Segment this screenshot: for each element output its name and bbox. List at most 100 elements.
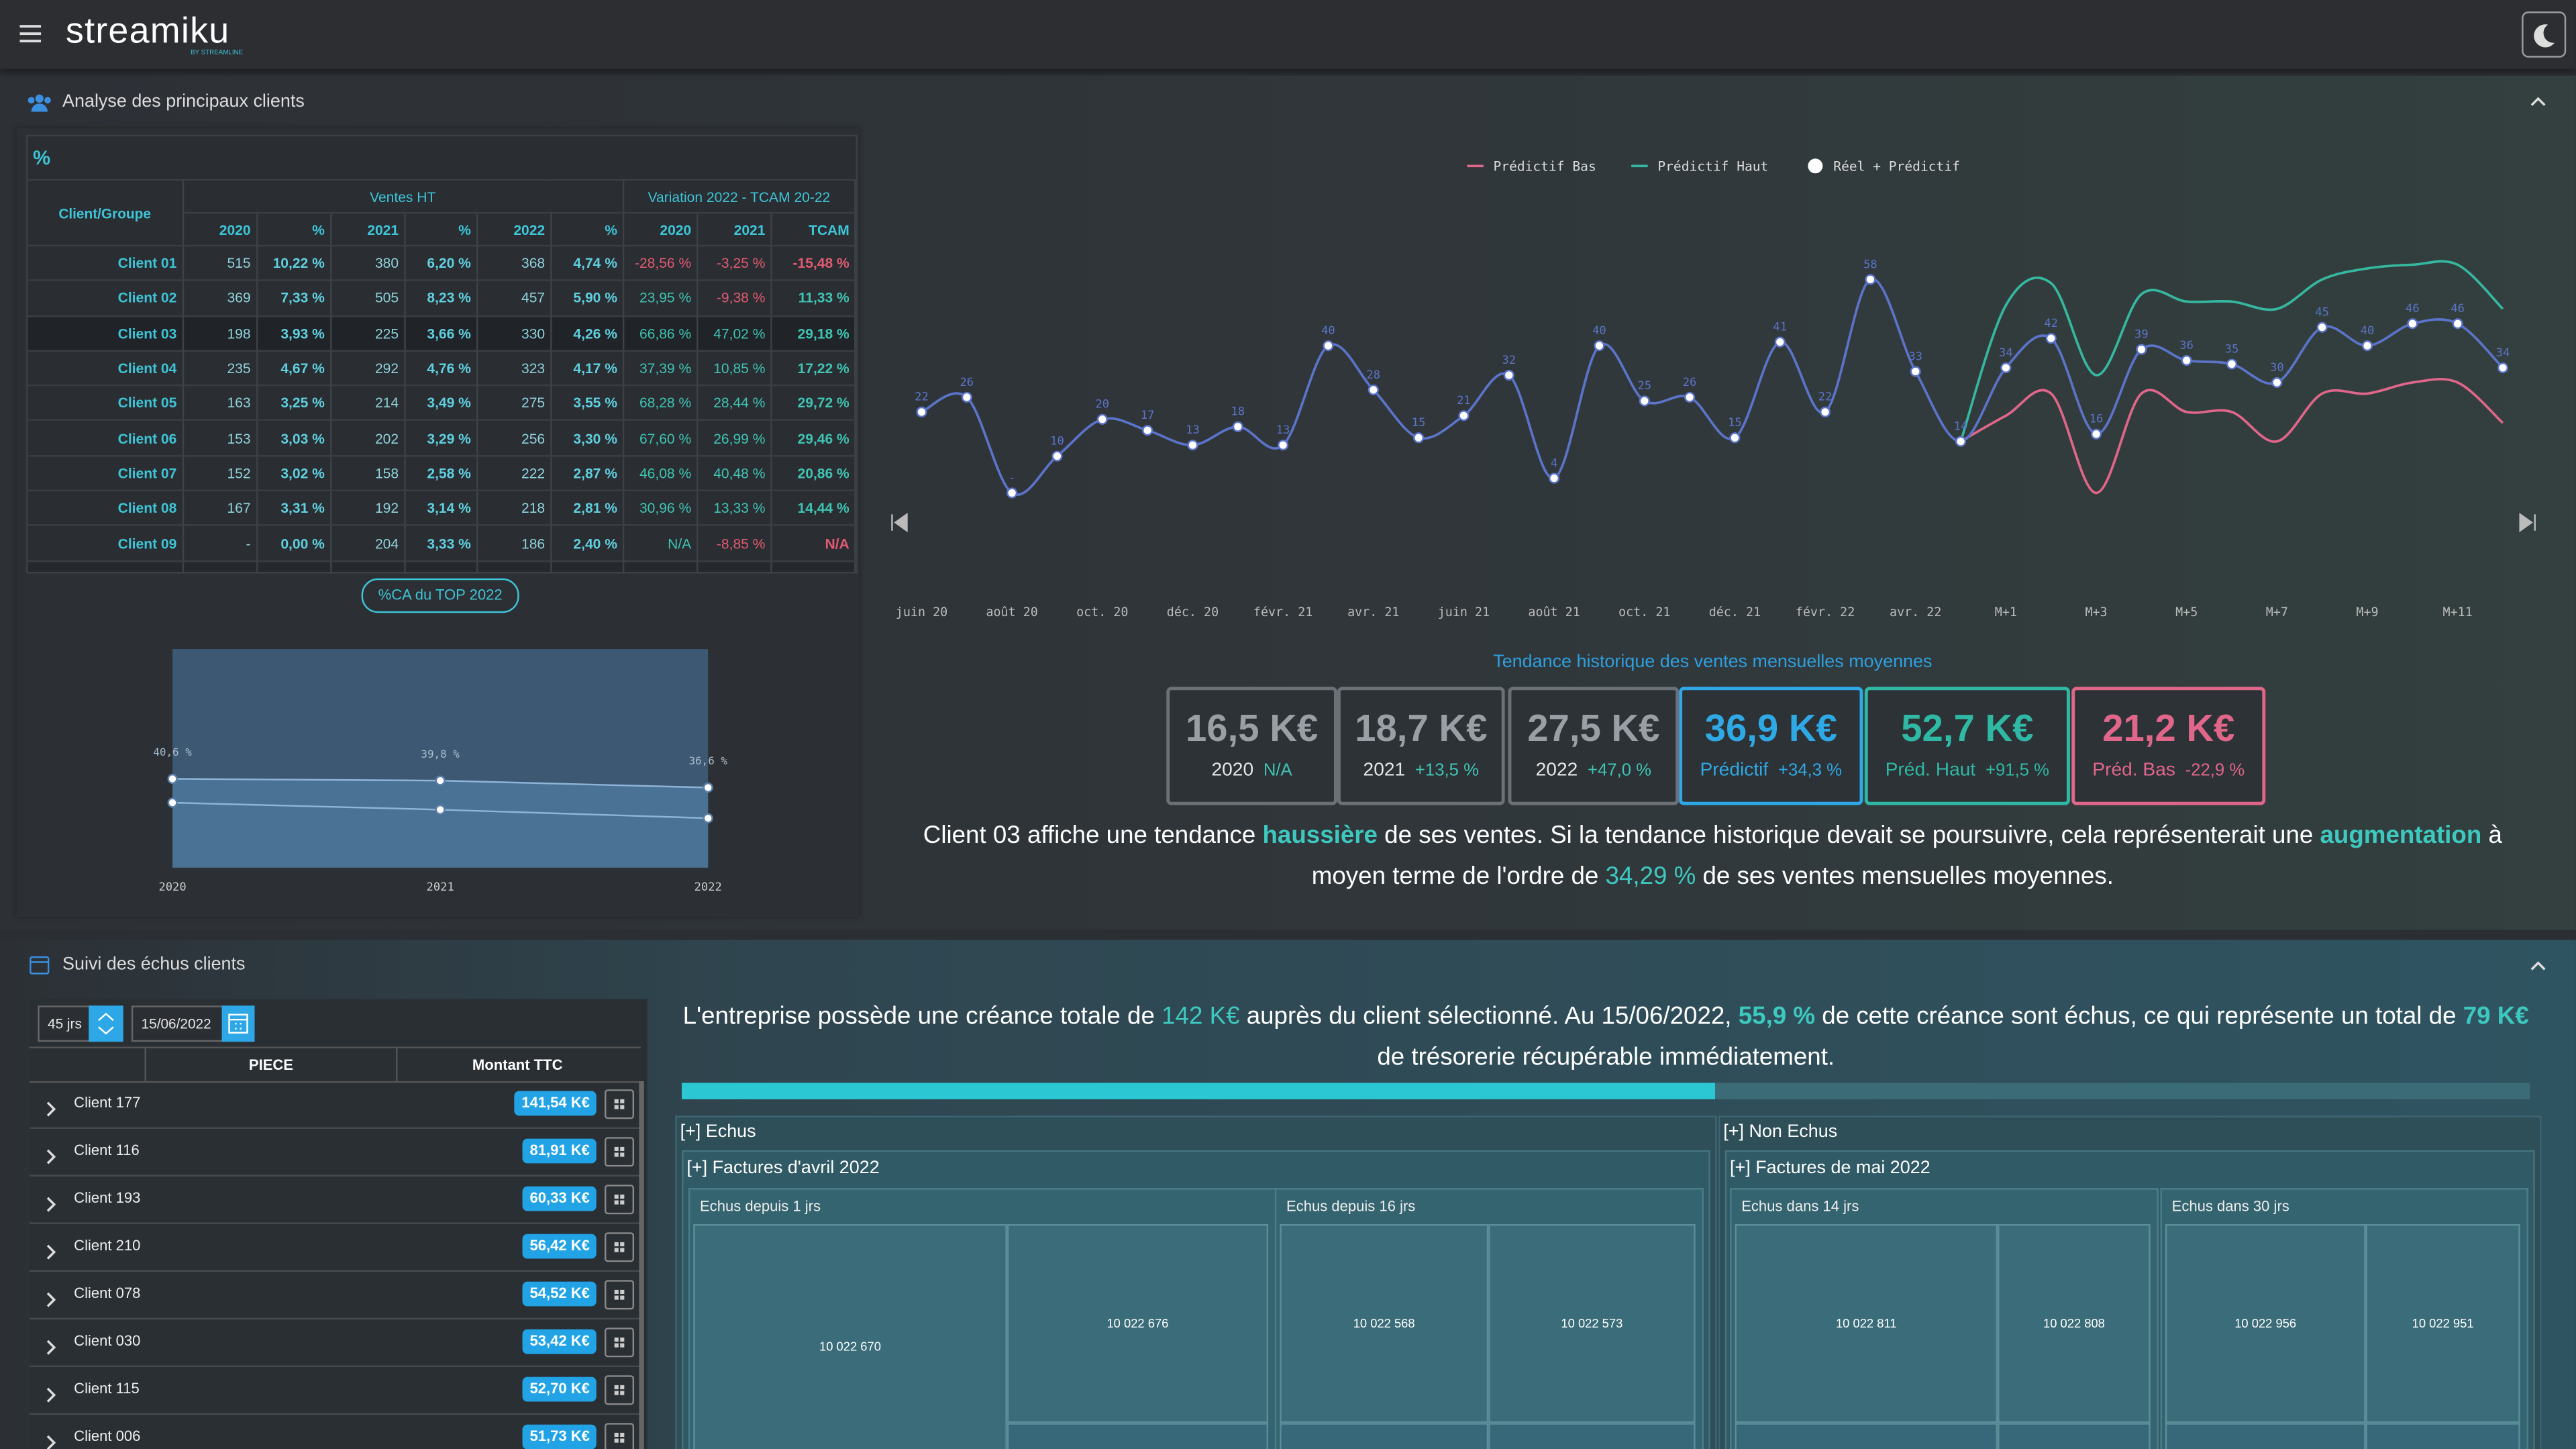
expand-icon[interactable] — [43, 1096, 59, 1117]
list-row[interactable]: Client 078 54,52 K€ — [30, 1272, 641, 1319]
top-bar: streamiku BY STREAMLINE — [0, 0, 2576, 69]
cell-label: 10 022 951 — [2412, 1315, 2474, 1330]
list-row[interactable]: Client 210 56,42 K€ — [30, 1224, 641, 1272]
summary-text: de trésorerie récupérable immédiatement. — [1377, 1043, 1835, 1072]
logo: streamiku — [65, 9, 230, 51]
treemap-cell[interactable] — [2365, 1223, 2520, 1423]
list-row[interactable]: Client 115 52,70 K€ — [30, 1367, 641, 1415]
list-row[interactable]: Client 193 60,33 K€ — [30, 1177, 641, 1224]
kpi-value: 52,7 K€ — [1901, 706, 2034, 750]
subgroup-title[interactable]: [+] Factures de mai 2022 — [1730, 1158, 1930, 1179]
kpi-label: Préd. Bas — [2092, 760, 2175, 781]
collapse-button[interactable] — [2530, 960, 2546, 971]
detail-button[interactable] — [604, 1375, 635, 1405]
subgroup-title[interactable]: [+] Factures d'avril 2022 — [686, 1158, 880, 1179]
kpi-value: 21,2 K€ — [2102, 706, 2235, 750]
treemap-cell[interactable] — [1488, 1223, 1696, 1423]
table-row[interactable]: Client 03 198 3,93 % 225 3,66 % 330 4,26 % 66,8… — [28, 315, 856, 352]
treemap-cell[interactable] — [1998, 1223, 2151, 1423]
cell: 7,33 % — [256, 281, 331, 317]
cell: 0,00 % — [256, 526, 331, 562]
list-row[interactable]: Client 006 51,73 K€ — [30, 1415, 641, 1449]
expand-icon[interactable] — [43, 1144, 59, 1164]
table-row[interactable]: Client 09-0,00 % 204 3,33 % 186 2,40 % N/A -8,… — [28, 526, 856, 562]
cell: 4,26 % — [550, 315, 624, 352]
table-row[interactable]: Client 08 167 3,31 % 192 3,14 % 218 2,81 % 30,9… — [28, 491, 856, 527]
cell: 67,60 % — [623, 420, 698, 457]
treemap-cell[interactable] — [1280, 1223, 1489, 1423]
column-header: 2020 — [182, 213, 258, 247]
table-row[interactable]: Client 05 163 3,25 % 214 3,49 % 275 3,55 % 68,2… — [28, 385, 856, 421]
collapse-button[interactable] — [2530, 95, 2546, 107]
table-row[interactable]: Client 07 152 3,02 % 158 2,58 % 222 2,87 % 46,0… — [28, 455, 856, 492]
cell: 8,23 % — [404, 281, 478, 317]
cell: 186 — [476, 526, 552, 562]
cell: N/A — [623, 526, 698, 562]
days-input[interactable]: 45 jrs — [38, 1005, 99, 1042]
cell: 380 — [330, 246, 405, 282]
table-row[interactable]: Client 04 235 4,67 % 292 4,76 % 323 4,17 % 37,3… — [28, 350, 856, 387]
kpi-footer: 2020 N/A — [1170, 761, 1334, 781]
detail-button[interactable] — [604, 1137, 635, 1167]
treemap-cell[interactable] — [1007, 1223, 1269, 1423]
detail-button[interactable] — [604, 1232, 635, 1262]
expand-icon[interactable] — [43, 1287, 59, 1307]
chevron — [46, 1244, 56, 1260]
treemap-cell — [1998, 1423, 2151, 1449]
client-name: Client 01 — [28, 246, 184, 282]
client-name: Client 177 — [74, 1094, 141, 1111]
group-title[interactable]: [+] Echus — [680, 1122, 756, 1142]
kpi-change: +13,5 % — [1414, 760, 1479, 781]
expand-icon[interactable] — [43, 1334, 59, 1355]
table-row[interactable]: Client 02 369 7,33 % 505 8,23 % 457 5,90 % 23,9… — [28, 281, 856, 317]
treemap-cell[interactable] — [693, 1223, 1007, 1449]
cell: 10,22 % — [256, 246, 331, 282]
days-stepper[interactable] — [89, 1005, 123, 1042]
cell: 218 — [476, 491, 552, 527]
grid-icon — [614, 1099, 625, 1109]
table-row[interactable]: Client 06 153 3,03 % 202 3,29 % 256 3,30 % 67,6… — [28, 420, 856, 457]
cell: 14,44 % — [771, 491, 856, 527]
list-row[interactable]: Client 030 53,42 K€ — [30, 1319, 641, 1367]
client-name: Client 08 — [28, 491, 184, 527]
expand-icon[interactable] — [43, 1382, 59, 1403]
detail-button[interactable] — [604, 1423, 635, 1449]
detail-button[interactable] — [604, 1280, 635, 1310]
chevron — [46, 1340, 56, 1355]
expand-icon[interactable] — [43, 1239, 59, 1260]
kpi-card: 36,9 K€ Prédictif +34,3 % — [1679, 687, 1863, 805]
group-title[interactable]: [+] Non Echus — [1723, 1122, 1838, 1142]
kpi-footer: 2022 +47,0 % — [1511, 761, 1676, 781]
total-cell: 2 439 — [330, 560, 405, 572]
cell: 3,25 % — [256, 385, 331, 421]
list-row[interactable]: Client 116 81,91 K€ — [30, 1129, 641, 1177]
calendar-icon — [228, 1013, 248, 1034]
table-row[interactable]: Client 01 515 10,22 % 380 6,20 % 368 4,74 % -28… — [28, 246, 856, 282]
cell: 163 — [182, 385, 258, 421]
date-input[interactable]: 15/06/2022 — [131, 1005, 225, 1042]
detail-button[interactable] — [604, 1185, 635, 1215]
expand-icon[interactable] — [43, 1191, 59, 1212]
share-button[interactable]: %CA du TOP 2022 — [361, 578, 519, 613]
header-row: Client/Groupe Ventes HT Variation 2022 - T… — [28, 180, 856, 247]
detail-button[interactable] — [604, 1328, 635, 1358]
treemap-cell[interactable] — [1735, 1223, 1998, 1423]
kpi-label: Préd. Haut — [1885, 760, 1976, 781]
treemap-cell — [2165, 1423, 2366, 1449]
list-row[interactable]: Client 177 141,54 K€ — [30, 1081, 641, 1129]
bucket-title: Echus depuis 1 jrs — [699, 1197, 821, 1215]
menu-button[interactable] — [19, 25, 42, 43]
column-header: % — [256, 213, 331, 247]
moon-icon — [2534, 24, 2555, 48]
kpi-change: N/A — [1263, 760, 1292, 781]
kpi-change: +47,0 % — [1587, 760, 1652, 781]
cell: 323 — [476, 350, 552, 387]
expand-icon[interactable] — [43, 1430, 59, 1449]
summary-text: à moyen terme de l'ordre de — [1311, 821, 2502, 891]
cell-label: 10 022 670 — [819, 1339, 881, 1354]
date-picker[interactable] — [221, 1005, 255, 1042]
theme-toggle[interactable] — [2522, 11, 2567, 58]
detail-button[interactable] — [604, 1089, 635, 1119]
treemap-cell[interactable] — [2165, 1223, 2366, 1423]
